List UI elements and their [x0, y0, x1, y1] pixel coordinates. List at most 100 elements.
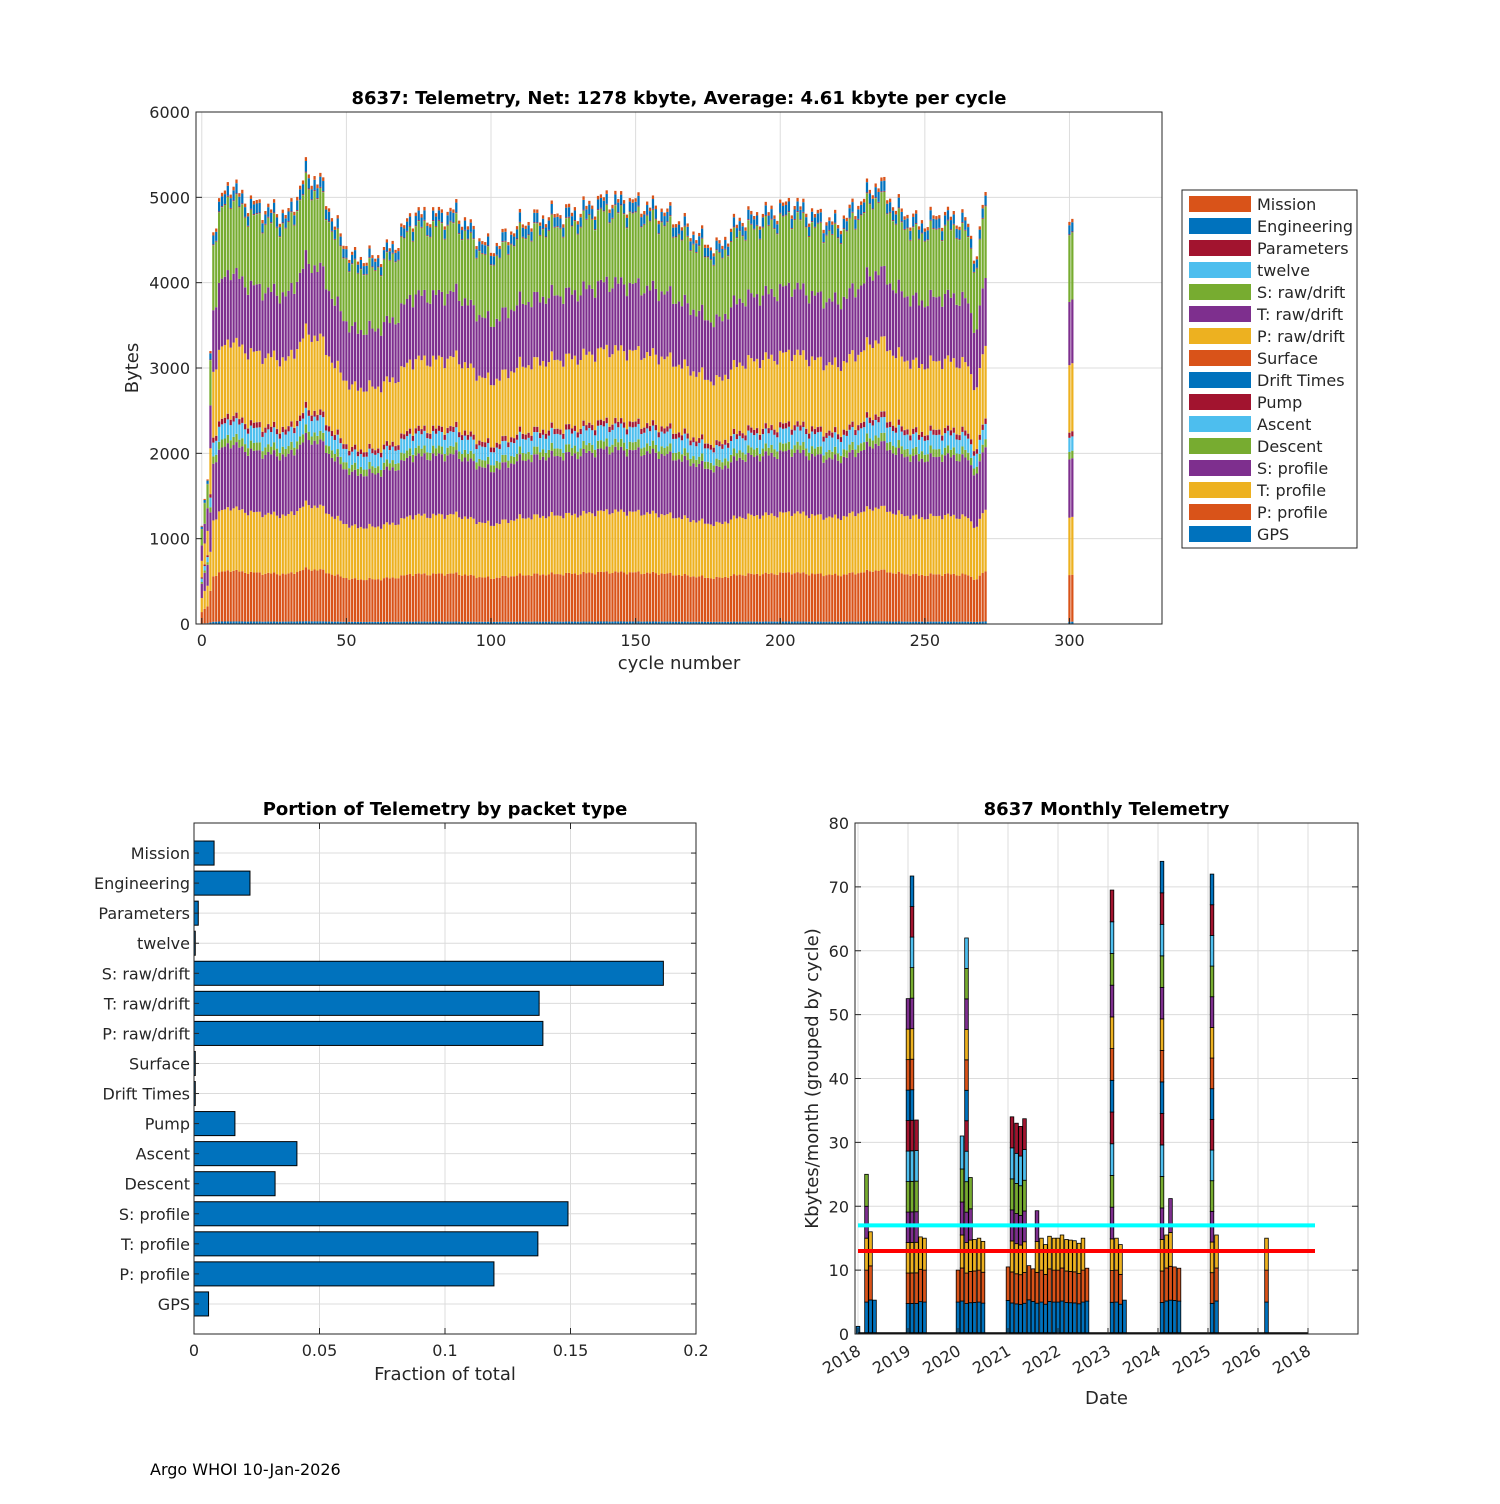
bar-segment	[649, 208, 651, 211]
bar-segment	[545, 304, 547, 367]
bar-segment	[744, 240, 746, 241]
month-bar-segment	[1210, 935, 1214, 966]
bar-segment	[224, 571, 226, 621]
bar-segment	[895, 214, 897, 223]
bar-segment	[299, 508, 301, 571]
bar-segment	[730, 519, 732, 575]
bar-segment	[507, 523, 509, 578]
bar-segment	[351, 326, 353, 385]
bar-segment	[499, 259, 501, 322]
bar-segment	[976, 269, 978, 330]
bar-segment	[542, 228, 544, 229]
bar-segment	[791, 516, 793, 574]
bar-segment	[363, 529, 365, 581]
bar-segment	[571, 434, 573, 448]
bar-segment	[883, 411, 885, 417]
month-bar-segment	[1110, 1239, 1114, 1271]
bar-segment	[773, 297, 775, 361]
footer-credit: Argo WHOI 10-Jan-2026	[150, 1460, 341, 1479]
bar-segment	[892, 211, 894, 220]
bar-segment	[522, 238, 524, 304]
bar-segment	[504, 228, 506, 231]
bar-segment	[499, 249, 501, 258]
bar-segment	[394, 464, 396, 471]
bar-segment	[562, 237, 564, 238]
bar-segment	[982, 452, 984, 513]
bar-segment	[418, 573, 420, 621]
bar-segment	[322, 192, 324, 266]
bar-segment	[554, 360, 556, 429]
bar-segment	[348, 528, 350, 580]
bar-segment	[253, 423, 255, 428]
bar-segment	[938, 229, 940, 297]
bar-segment	[756, 428, 758, 433]
bar-segment	[282, 213, 284, 222]
bar-segment	[649, 221, 651, 222]
bar-segment	[461, 454, 463, 461]
bar-segment	[273, 213, 275, 283]
bar-segment	[956, 435, 958, 440]
bar-segment	[354, 463, 356, 470]
bar-segment	[600, 425, 602, 440]
bar-segment	[640, 360, 642, 429]
bar-segment	[435, 226, 437, 227]
bar-segment	[661, 514, 663, 573]
bar-segment	[597, 441, 599, 449]
bar-segment	[403, 367, 405, 434]
bar-segment	[264, 574, 266, 622]
bar-segment	[663, 448, 665, 456]
bar-segment	[857, 513, 859, 573]
bar-segment	[689, 466, 691, 522]
bar-segment	[698, 438, 700, 443]
bar-segment	[886, 443, 888, 451]
bar-segment	[478, 577, 480, 622]
bar-segment	[487, 237, 489, 246]
bar-segment	[831, 221, 833, 224]
month-bar-segment	[977, 1238, 981, 1270]
bar-segment	[527, 433, 529, 438]
bar-segment	[464, 575, 466, 622]
bar-segment	[305, 424, 307, 433]
bar-segment	[692, 463, 694, 520]
bar-segment	[519, 574, 521, 622]
bar-segment	[854, 230, 856, 298]
bar-segment	[548, 231, 550, 298]
bar-segment	[423, 573, 425, 621]
bar-segment	[409, 515, 411, 574]
bar-segment	[759, 440, 761, 454]
bar-segment	[458, 234, 460, 301]
bar-segment	[441, 447, 443, 455]
bar-segment	[614, 205, 616, 277]
bar-segment	[285, 296, 287, 360]
bar-segment	[565, 424, 567, 429]
bar-segment	[464, 230, 466, 231]
y-tick-label: 6000	[149, 103, 190, 122]
month-bar-segment	[1081, 1238, 1085, 1270]
bar-segment	[224, 439, 226, 447]
bar-segment	[652, 511, 654, 572]
bar-segment	[452, 514, 454, 573]
month-bar-segment	[910, 1242, 914, 1273]
bar-segment	[869, 203, 871, 204]
bar-segment	[903, 457, 905, 516]
bar-segment	[918, 226, 920, 229]
bar-segment	[423, 220, 425, 221]
bar-segment	[467, 519, 469, 576]
bar-segment	[377, 329, 379, 387]
bar-segment	[496, 246, 498, 255]
bar-segment	[571, 448, 573, 456]
bar-segment	[423, 356, 425, 426]
bar-segment	[585, 355, 587, 425]
bar-segment	[232, 187, 234, 191]
bar-segment	[548, 458, 550, 517]
bar-segment	[241, 203, 243, 204]
bar-segment	[854, 219, 856, 228]
bar-segment	[828, 436, 830, 450]
bar-segment	[825, 518, 827, 575]
bar-segment	[577, 224, 579, 233]
bar-segment	[394, 261, 396, 262]
bar-segment	[953, 293, 955, 358]
bar-segment	[915, 515, 917, 574]
bar-segment	[429, 224, 431, 227]
bar-segment	[446, 433, 448, 447]
